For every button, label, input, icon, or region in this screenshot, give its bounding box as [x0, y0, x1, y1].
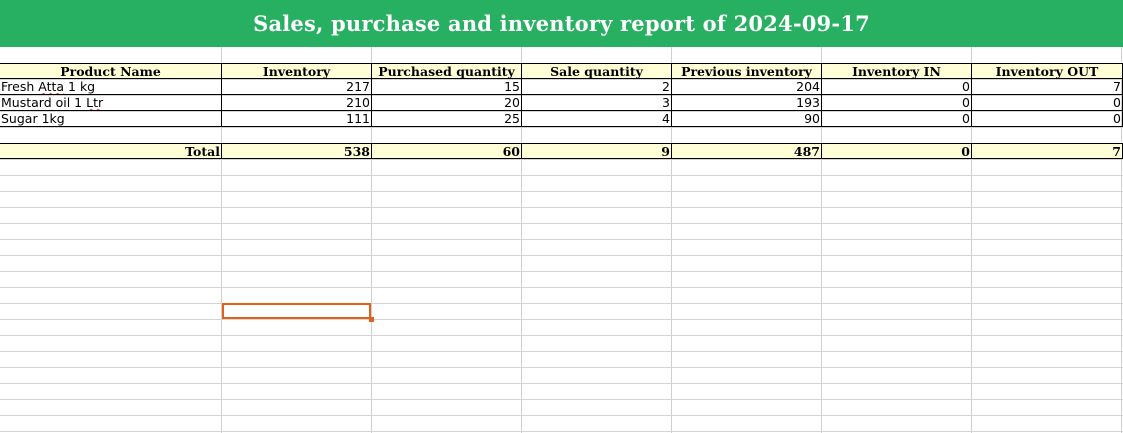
grid-row-line	[0, 175, 1123, 176]
total-sale[interactable]: 9	[522, 143, 672, 159]
cell-inventory[interactable]: 217	[222, 79, 372, 95]
table-row: Sugar 1kg 111 25 4 90 0 0	[0, 111, 1123, 127]
cell-sale[interactable]: 4	[522, 111, 672, 127]
totals-row: Total 538 60 9 487 0 7	[0, 143, 1123, 159]
cell-previous[interactable]: 204	[672, 79, 822, 95]
cell-product-name[interactable]: Sugar 1kg	[0, 111, 222, 127]
grid-col-line	[1121, 47, 1122, 433]
cell-product-name[interactable]: Fresh Atta 1 kg	[0, 79, 222, 95]
grid-row-line	[0, 335, 1123, 336]
cell-inventory[interactable]: 111	[222, 111, 372, 127]
grid-row-line	[0, 415, 1123, 416]
cell-sale[interactable]: 3	[522, 95, 672, 111]
total-purchased[interactable]: 60	[372, 143, 522, 159]
header-sale-quantity[interactable]: Sale quantity	[522, 63, 672, 79]
grid-col-line	[221, 47, 222, 433]
grid-row-line	[0, 351, 1123, 352]
header-inventory-out[interactable]: Inventory OUT	[972, 63, 1123, 79]
total-inventory[interactable]: 538	[222, 143, 372, 159]
grid-col-line	[971, 47, 972, 433]
cell-inventory-in[interactable]: 0	[822, 95, 972, 111]
grid-row-line	[0, 223, 1123, 224]
cell-inventory-in[interactable]: 0	[822, 79, 972, 95]
grid-col-line	[521, 47, 522, 433]
grid-row-line	[0, 127, 1123, 128]
grid-row-line	[0, 95, 1123, 96]
grid-row-line	[0, 191, 1123, 192]
cell-purchased[interactable]: 20	[372, 95, 522, 111]
cell-product-name[interactable]: Mustard oil 1 Ltr	[0, 95, 222, 111]
grid-row-line	[0, 431, 1123, 432]
product-name-text: Mustard oil 1 Ltr	[1, 95, 104, 110]
cell-inventory-out[interactable]: 0	[972, 111, 1123, 127]
table-row: Mustard oil 1 Ltr 210 20 3 193 0 0	[0, 95, 1123, 111]
cell-inventory-in[interactable]: 0	[822, 111, 972, 127]
grid-row-line	[0, 383, 1123, 384]
grid-row-line	[0, 255, 1123, 256]
grid-col-line	[371, 47, 372, 433]
grid-row-line	[0, 367, 1123, 368]
cell-purchased[interactable]: 15	[372, 79, 522, 95]
cell-purchased[interactable]: 25	[372, 111, 522, 127]
header-purchased-quantity[interactable]: Purchased quantity	[372, 63, 522, 79]
total-label[interactable]: Total	[0, 143, 222, 159]
product-name-text: Sugar 1kg	[1, 111, 65, 126]
cell-previous[interactable]: 193	[672, 95, 822, 111]
total-previous[interactable]: 487	[672, 143, 822, 159]
cell-inventory-out[interactable]: 0	[972, 95, 1123, 111]
active-cell-selection[interactable]	[222, 303, 371, 319]
grid-row-line	[0, 239, 1123, 240]
header-product-name[interactable]: Product Name	[0, 63, 222, 79]
header-row: Product Name Inventory Purchased quantit…	[0, 63, 1123, 79]
cell-previous[interactable]: 90	[672, 111, 822, 127]
table-row: Fresh Atta 1 kg 217 15 2 204 0 7	[0, 79, 1123, 95]
fill-handle[interactable]	[369, 317, 374, 322]
header-inventory[interactable]: Inventory	[222, 63, 372, 79]
report-title: Sales, purchase and inventory report of …	[0, 0, 1123, 47]
header-previous-inventory[interactable]: Previous inventory	[672, 63, 822, 79]
grid-row-line	[0, 159, 1123, 160]
grid-row-line	[0, 111, 1123, 112]
grid-col-line	[671, 47, 672, 433]
grid-col-line	[821, 47, 822, 433]
total-inventory-in[interactable]: 0	[822, 143, 972, 159]
grid-row-line	[0, 271, 1123, 272]
grid-row-line	[0, 79, 1123, 80]
product-name-text: Fresh Atta 1 kg	[1, 79, 96, 94]
total-inventory-out[interactable]: 7	[972, 143, 1123, 159]
cell-sale[interactable]: 2	[522, 79, 672, 95]
grid-row-line	[0, 303, 1123, 304]
cell-inventory[interactable]: 210	[222, 95, 372, 111]
grid-row-line	[0, 399, 1123, 400]
grid-row-line	[0, 207, 1123, 208]
grid-row-line	[0, 287, 1123, 288]
header-inventory-in[interactable]: Inventory IN	[822, 63, 972, 79]
cell-inventory-out[interactable]: 7	[972, 79, 1123, 95]
grid-row-line	[0, 319, 1123, 320]
